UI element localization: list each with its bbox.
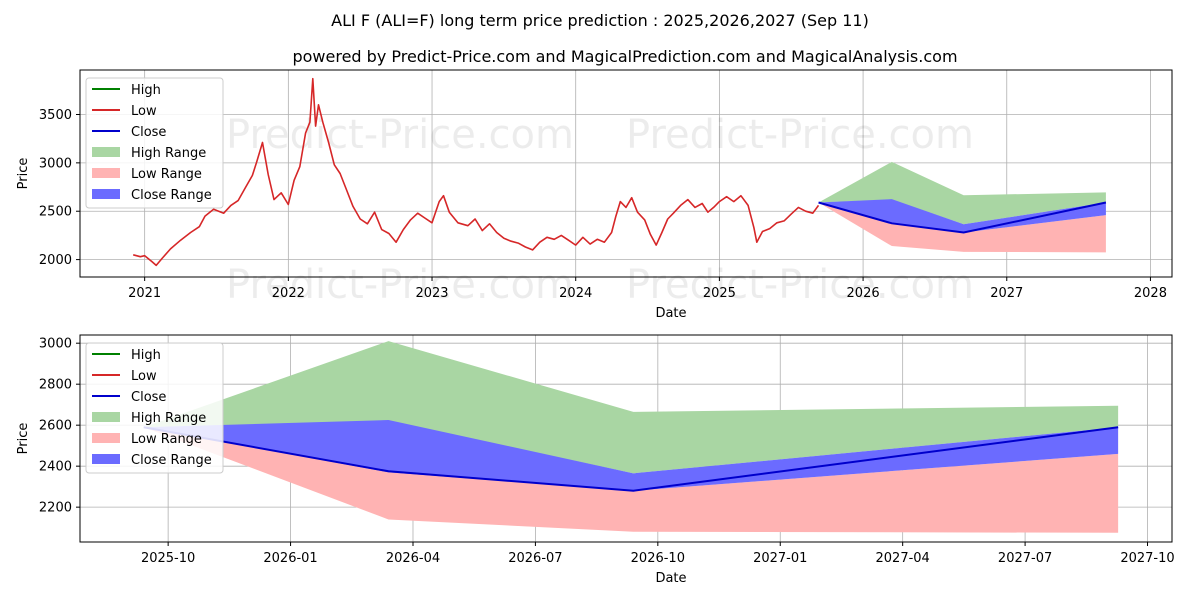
legend-swatch-patch — [92, 454, 120, 464]
bottom-panel: Predict-Price.comPredict-Price.com2025-1… — [16, 334, 1175, 586]
watermark-text: Predict-Price.com — [226, 112, 574, 158]
close-range-area — [818, 199, 1106, 233]
x-tick-label: 2025-10 — [141, 551, 195, 566]
low-range-area — [143, 427, 1119, 533]
close-range-area — [143, 420, 1119, 491]
x-tick-label: 2024 — [559, 286, 592, 301]
low-range-area — [818, 202, 1106, 253]
y-axis-label: Price — [16, 158, 31, 190]
legend-box — [85, 342, 224, 474]
chart-title: ALI F (ALI=F) long term price prediction… — [331, 11, 869, 30]
legend-swatch-patch — [92, 168, 120, 178]
y-tick-label: 2800 — [39, 378, 72, 393]
plot-frame — [79, 69, 1173, 278]
legend-label: Low Range — [131, 432, 202, 447]
legend-label: Low — [131, 369, 157, 384]
legend-label: High Range — [131, 146, 206, 161]
legend-label: Low Range — [131, 167, 202, 182]
legend-label: Low — [131, 104, 157, 119]
legend-label: Close Range — [131, 453, 212, 468]
legend-label: High — [131, 83, 161, 98]
chart-subtitle: powered by Predict-Price.com and Magical… — [292, 47, 957, 66]
x-axis-label: Date — [655, 306, 686, 321]
watermark-text: Predict-Price.com — [626, 262, 974, 308]
x-tick-label: 2028 — [1134, 286, 1167, 301]
y-tick-label: 2500 — [39, 205, 72, 220]
close-forecast-line — [143, 426, 1119, 492]
top-panel: Predict-Price.com Predict-Price.com Predic… — [16, 69, 1173, 321]
x-tick-label: 2026-01 — [263, 551, 317, 566]
x-tick-label: 2027-07 — [998, 551, 1052, 566]
x-tick-label: 2023 — [415, 286, 448, 301]
x-tick-label: 2026-04 — [386, 551, 440, 566]
x-tick-label: 2022 — [272, 286, 305, 301]
y-tick-label: 3000 — [39, 337, 72, 352]
legend-label: High Range — [131, 411, 206, 426]
watermark-text: Predict-Price.com — [226, 262, 574, 308]
x-axis-label: Date — [655, 571, 686, 586]
y-axis-label: Price — [16, 423, 31, 455]
x-tick-label: 2026 — [847, 286, 880, 301]
legend-label: Close — [131, 125, 166, 140]
y-tick-label: 2400 — [39, 460, 72, 475]
high-range-area — [143, 341, 1119, 474]
x-tick-label: 2021 — [128, 286, 161, 301]
legend-label: Close — [131, 390, 166, 405]
x-tick-label: 2027-04 — [876, 551, 930, 566]
legend-swatch-patch — [92, 147, 120, 157]
x-tick-label: 2026-07 — [508, 551, 562, 566]
y-tick-label: 2000 — [39, 253, 72, 268]
legend-swatch-patch — [92, 189, 120, 199]
plot-frame — [79, 334, 1173, 543]
x-tick-label: 2025 — [703, 286, 736, 301]
watermark-text: Predict-Price.com — [626, 112, 974, 158]
history-low-line — [132, 77, 820, 267]
x-tick-label: 2027 — [990, 286, 1023, 301]
legend-swatch-patch — [92, 412, 120, 422]
y-tick-label: 2200 — [39, 501, 72, 516]
legend-box — [85, 77, 224, 209]
legend-label: High — [131, 348, 161, 363]
legend-label: Close Range — [131, 188, 212, 203]
high-range-area — [818, 161, 1106, 225]
x-tick-label: 2026-10 — [631, 551, 685, 566]
y-tick-label: 3500 — [39, 108, 72, 123]
y-tick-label: 2600 — [39, 419, 72, 434]
x-tick-label: 2027-01 — [753, 551, 807, 566]
close-forecast-line — [818, 201, 1107, 234]
y-tick-label: 3000 — [39, 156, 72, 171]
x-tick-label: 2027-10 — [1120, 551, 1174, 566]
legend-swatch-patch — [92, 433, 120, 443]
